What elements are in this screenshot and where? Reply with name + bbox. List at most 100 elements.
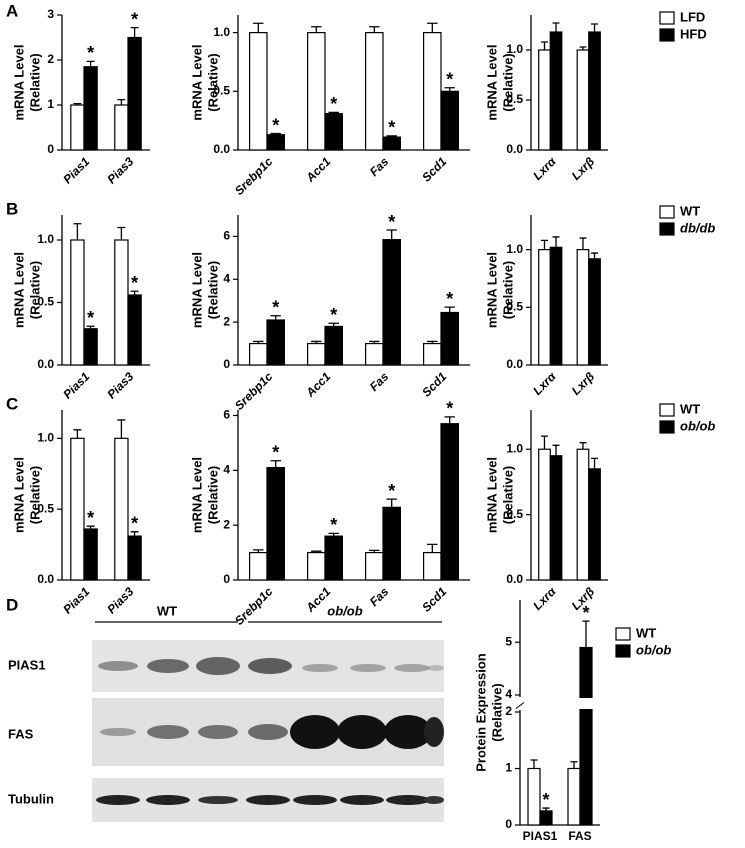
x-tick-label: Scd1	[419, 154, 449, 184]
bar	[70, 104, 85, 151]
bar	[549, 246, 563, 366]
bar	[538, 448, 551, 581]
x-tick-label: Srebp1c	[232, 369, 276, 413]
bar	[549, 31, 563, 151]
bar	[423, 551, 442, 581]
bar	[114, 437, 129, 581]
bar	[382, 239, 401, 366]
blot-row-label: FAS	[8, 726, 34, 741]
significance-marker: *	[446, 399, 453, 419]
chart: 0.0 0.5 1.0 mRNA Level (Relative) Pias1 * Pias3…	[11, 215, 150, 402]
x-tick-label: Lxrβ	[569, 154, 598, 183]
error-bar	[253, 340, 264, 344]
bar	[249, 551, 268, 581]
bar	[114, 239, 129, 366]
error-bar	[542, 807, 550, 811]
y-tick-label: 1.0	[37, 232, 54, 246]
y-tick-label: 6	[223, 408, 230, 422]
legend-swatch	[659, 28, 675, 42]
significance-marker: *	[388, 481, 395, 501]
y-axis-label: (Relative)	[27, 261, 42, 320]
chart: 0 1 2 4 5 Protein Expression (Relative) PIAS1 * F…	[473, 600, 671, 843]
error-bar	[130, 26, 139, 38]
error-bar	[73, 103, 82, 105]
y-tick-label: 0	[223, 572, 230, 586]
legend-label: WT	[636, 625, 656, 640]
x-tick-label: Pias3	[104, 584, 136, 616]
x-tick-label: Pias1	[60, 154, 92, 186]
bar	[576, 249, 590, 366]
error-bar	[552, 22, 560, 32]
y-tick-label: 4	[223, 462, 230, 476]
y-axis-label: mRNA Level	[484, 44, 499, 120]
legend-swatch	[659, 420, 675, 434]
panel-label: C	[6, 394, 18, 413]
y-tick-label: 2	[47, 52, 54, 66]
blot-bands	[96, 657, 444, 805]
y-axis-label: mRNA Level	[484, 457, 499, 533]
error-bar	[444, 306, 455, 313]
bar	[423, 342, 442, 366]
y-tick-label: 0.0	[37, 357, 54, 371]
chart: 0 1 2 3 mRNA Level (Relative) Pias1 * Pias3 *	[11, 7, 150, 187]
significance-marker: *	[330, 305, 337, 325]
x-tick-label: PIAS1	[523, 829, 558, 843]
y-axis-label: mRNA Level	[484, 252, 499, 328]
y-axis-label: mRNA Level	[11, 457, 26, 533]
x-tick-label: Scd1	[419, 584, 449, 614]
bar	[423, 32, 442, 151]
bar	[83, 328, 98, 366]
x-tick-label: Srebp1c	[232, 584, 276, 628]
x-tick-label: Acc1	[302, 154, 333, 185]
y-axis-label: (Relative)	[500, 53, 515, 112]
x-tick-label: Pias3	[104, 154, 136, 186]
bar	[249, 342, 268, 366]
error-bar	[369, 26, 380, 33]
blot-row-label: PIAS1	[8, 657, 46, 672]
error-bar	[86, 325, 95, 329]
bar	[527, 767, 541, 826]
error-bar	[444, 416, 455, 424]
bar	[307, 551, 326, 581]
bar	[549, 455, 563, 581]
y-axis-label: (Relative)	[500, 466, 515, 525]
y-tick-label: 1	[47, 97, 54, 111]
significance-marker: *	[131, 9, 138, 29]
x-tick-label: Pias1	[60, 584, 92, 616]
error-bar	[582, 620, 590, 648]
x-tick-label: Fas	[367, 584, 392, 609]
y-axis-label: Protein Expression	[473, 653, 488, 772]
y-axis-label: (Relative)	[489, 683, 504, 742]
bar	[538, 249, 551, 366]
error-bar	[328, 532, 339, 537]
significance-marker: *	[542, 790, 549, 810]
error-bar	[311, 550, 322, 553]
y-tick-label: 5	[505, 634, 512, 648]
y-tick-label: 1.0	[506, 242, 523, 256]
bar	[114, 104, 129, 151]
y-tick-label: 0.0	[506, 572, 523, 586]
bar	[440, 423, 459, 581]
panel-label: A	[6, 1, 18, 20]
axis-break	[521, 698, 601, 709]
error-bar	[386, 498, 397, 508]
y-tick-label: 1.0	[37, 431, 54, 445]
bar	[576, 49, 590, 151]
y-tick-label: 0.0	[506, 142, 523, 156]
y-tick-label: 0.5	[506, 299, 523, 313]
significance-marker: *	[272, 115, 279, 135]
y-tick-label: 0.5	[506, 92, 523, 106]
x-tick-label: Lxrβ	[569, 369, 598, 398]
error-bar	[253, 549, 264, 553]
chart: 0.0 0.5 1.0 mRNA Level (Relative) Lxrα Lxrβ WT d…	[484, 203, 715, 397]
error-bar	[591, 457, 598, 469]
y-axis-label: (Relative)	[27, 53, 42, 112]
x-tick-label: Scd1	[419, 369, 449, 399]
error-bar	[270, 315, 281, 320]
y-axis-label: (Relative)	[205, 466, 220, 525]
significance-marker: *	[388, 212, 395, 232]
bar	[440, 311, 459, 366]
y-tick-label: 0	[47, 142, 54, 156]
y-tick-label: 1.0	[506, 441, 523, 455]
